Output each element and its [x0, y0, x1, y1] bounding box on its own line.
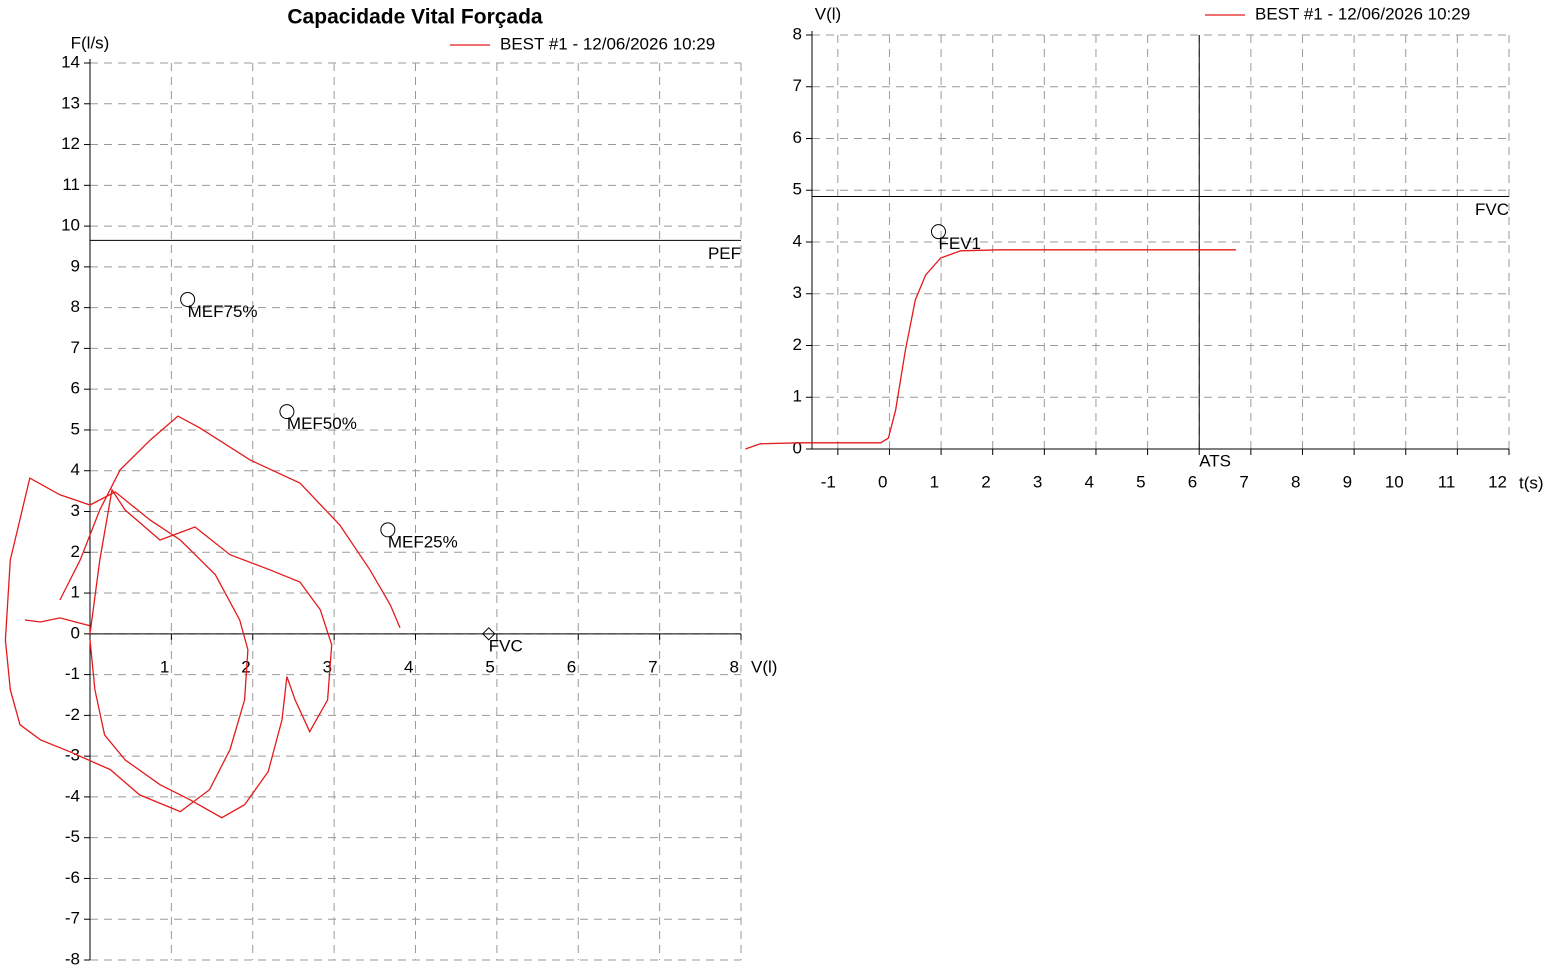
- x-tick-label: 1: [160, 657, 169, 676]
- point-marker: [279, 404, 295, 420]
- y-tick-label: 8: [71, 297, 80, 316]
- y-tick-label: 3: [793, 283, 802, 302]
- y-tick-label: -3: [65, 746, 80, 765]
- point-label: MEF50%: [287, 414, 357, 433]
- y-tick-label: 2: [71, 542, 80, 561]
- x-tick-label: 5: [1136, 472, 1145, 491]
- chart-title: Capacidade Vital Forçada: [287, 6, 543, 29]
- point-label: MEF25%: [388, 532, 458, 551]
- y-tick-label: 0: [71, 623, 80, 642]
- y-tick-label: 13: [61, 93, 80, 112]
- y-tick-label: 4: [793, 231, 802, 250]
- reference-label: PEF: [708, 244, 741, 263]
- y-tick-label: -1: [65, 664, 80, 683]
- y-tick-label: -2: [65, 705, 80, 724]
- point-marker: [482, 627, 496, 641]
- x-tick-label: 1: [930, 472, 939, 491]
- y-tick-label: 1: [71, 583, 80, 602]
- point-label: MEF75%: [188, 302, 258, 321]
- point-marker: [180, 291, 196, 307]
- y-axis-label: F(l/s): [71, 33, 110, 52]
- y-tick-label: 5: [793, 180, 802, 199]
- x-tick-label: 2: [981, 472, 990, 491]
- point-marker: [930, 224, 946, 240]
- legend-label: BEST #1 - 12/06/2026 10:29: [500, 34, 715, 53]
- x-tick-label: 8: [1291, 472, 1300, 491]
- y-tick-label: 6: [71, 379, 80, 398]
- y-tick-label: -5: [65, 827, 80, 846]
- x-tick-label: 11: [1438, 472, 1456, 491]
- x-tick-label: 0: [878, 472, 887, 491]
- y-tick-label: 4: [71, 460, 80, 479]
- y-tick-label: 5: [71, 419, 80, 438]
- y-tick-label: 6: [793, 128, 802, 147]
- x-tick-label: 5: [485, 657, 494, 676]
- y-tick-label: 0: [793, 438, 802, 457]
- x-tick-label: 9: [1343, 472, 1352, 491]
- x-tick-label: 3: [323, 657, 332, 676]
- y-tick-label: 14: [61, 52, 80, 71]
- x-tick-label: -1: [821, 472, 836, 491]
- x-tick-label: 8: [730, 657, 739, 676]
- x-tick-label: 7: [1239, 472, 1248, 491]
- y-tick-label: 7: [71, 338, 80, 357]
- y-tick-label: 3: [71, 501, 80, 520]
- y-tick-label: 9: [71, 256, 80, 275]
- point-label: FEV1: [938, 234, 981, 253]
- data-line: [4, 415, 401, 819]
- y-tick-label: -8: [65, 949, 80, 968]
- x-tick-label: 3: [1033, 472, 1042, 491]
- x-tick-label: 6: [1188, 472, 1197, 491]
- y-tick-label: -4: [65, 786, 80, 805]
- x-tick-label: 12: [1488, 472, 1507, 491]
- point-label: FVC: [489, 636, 523, 655]
- y-tick-label: 12: [61, 134, 80, 153]
- y-tick-label: 1: [793, 387, 802, 406]
- y-tick-label: -6: [65, 868, 80, 887]
- x-tick-label: 6: [567, 657, 576, 676]
- x-tick-label: 10: [1385, 472, 1404, 491]
- y-tick-label: 11: [62, 175, 80, 194]
- y-tick-label: 7: [793, 76, 802, 95]
- x-tick-label: 4: [404, 657, 413, 676]
- x-tick-label: 2: [241, 657, 250, 676]
- y-tick-label: 2: [793, 335, 802, 354]
- reference-label: FVC: [1475, 200, 1509, 219]
- reference-label: ATS: [1199, 451, 1231, 470]
- x-tick-label: 7: [648, 657, 657, 676]
- y-tick-label: -7: [65, 909, 80, 928]
- x-axis-label: V(l): [751, 657, 777, 676]
- data-line: [745, 249, 1236, 450]
- point-marker: [380, 522, 396, 538]
- y-tick-label: 10: [61, 216, 80, 235]
- y-tick-label: 8: [793, 24, 802, 43]
- legend-label: BEST #1 - 12/06/2026 10:29: [1255, 4, 1470, 23]
- y-axis-label: V(l): [815, 4, 841, 23]
- x-axis-label: t(s): [1519, 473, 1544, 492]
- x-tick-label: 4: [1084, 472, 1093, 491]
